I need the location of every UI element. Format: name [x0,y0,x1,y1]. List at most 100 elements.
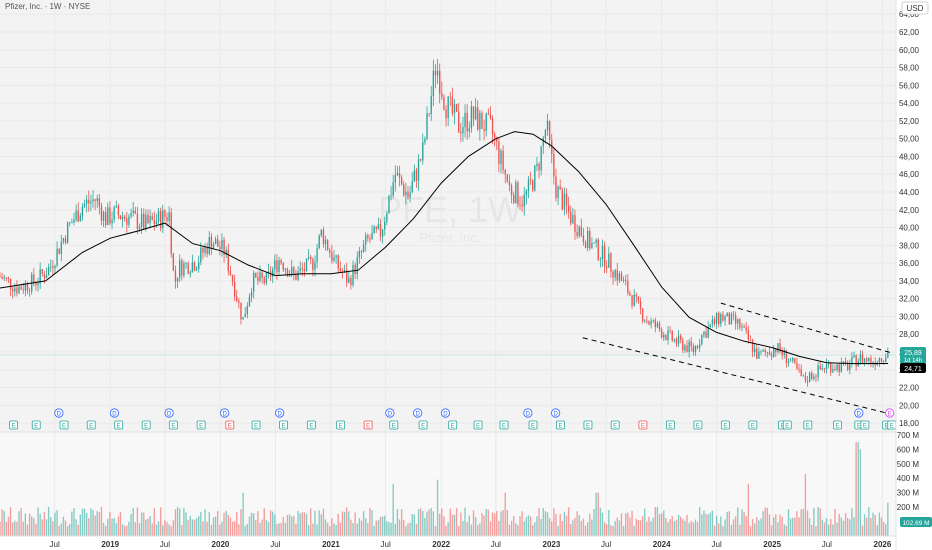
volume-bar [168,524,170,536]
candle-body [823,368,826,370]
volume-bar [580,520,583,536]
earnings-marker[interactable]: E [556,420,565,430]
volume-bar [174,509,177,536]
candle-body [551,139,553,154]
earnings-marker[interactable]: E [225,420,235,430]
candle-body [326,239,329,251]
candle-body [208,237,210,254]
candle-body [493,134,496,138]
currency-button[interactable]: USD [901,1,929,15]
earnings-marker[interactable]: E [782,420,792,430]
volume-bar [259,522,261,536]
earnings-marker[interactable]: E [833,420,842,430]
earnings-marker[interactable]: E [610,420,620,430]
earnings-marker[interactable]: E [528,420,538,430]
earnings-marker[interactable]: E [363,420,373,430]
volume-bar [582,518,585,536]
dividend-marker[interactable]: D [275,408,285,418]
candle-body [310,256,312,259]
volume-bar [424,517,426,536]
earnings-marker[interactable]: E [748,420,758,430]
earnings-marker[interactable]: E [473,420,483,430]
earnings-marker[interactable]: E [9,420,18,430]
volume-bar [52,521,54,536]
earnings-marker[interactable]: E [168,420,178,430]
candle-body [45,275,48,279]
earnings-marker[interactable]: E [693,420,703,430]
dividend-marker[interactable]: D [440,408,451,418]
volume-bar [728,511,730,536]
dividend-marker[interactable]: D [413,408,423,418]
candle-body [756,348,758,359]
candle-body [696,345,699,348]
symbol-header[interactable]: Pfizer, Inc. · 1W · NYSE [5,2,90,11]
earnings-marker[interactable]: E [499,420,509,430]
earnings-marker[interactable]: E [306,420,316,430]
dividend-marker[interactable]: D [54,408,64,418]
candle-body [130,213,132,217]
channel-line[interactable] [582,337,892,415]
dividend-marker[interactable]: D [109,408,120,418]
candle-body [90,201,92,204]
price-tick-label: 36,00 [899,259,920,268]
earnings-marker[interactable]: E [803,420,813,430]
dividend-marker[interactable]: D [164,408,174,418]
earnings-marker[interactable]: E [448,420,458,430]
earnings-marker[interactable]: E [860,420,870,430]
time-axis[interactable]: Jul 2019 Jul 2020 Jul 2021 Jul 2022 Jul 2023 Jul 20… [50,540,892,549]
earnings-marker[interactable]: E [141,420,151,430]
candle-body [453,104,456,114]
volume-bar [707,514,709,536]
dividend-marker[interactable]: D [551,408,561,418]
earnings-marker[interactable]: E [279,420,288,430]
earnings-marker[interactable]: E [114,420,124,430]
candle-body [616,270,618,281]
earnings-marker[interactable]: E [638,420,648,430]
candle-body [255,272,257,278]
candle-body [783,350,785,356]
candle-body [570,211,572,224]
volume-bar [804,473,807,536]
svg-text:E: E [309,424,313,430]
earnings-marker[interactable]: E [583,420,593,430]
earnings-marker[interactable]: E [31,420,41,430]
volume-bar [322,508,325,536]
dividend-marker[interactable]: D [385,408,395,418]
earnings-marker[interactable]: E [418,420,428,430]
volume-axis[interactable]: 700 M 600 M 500 M 400 M 300 M 200 M [897,431,920,512]
upcoming-event-marker[interactable]: E [885,408,895,418]
candle-body [491,118,494,135]
volume-bar [128,521,130,536]
volume-bar [506,510,509,536]
earnings-marker[interactable]: E [666,420,675,430]
candle-body [174,270,177,282]
volume-bar [16,521,18,536]
volume-bar [798,517,800,536]
candle-body [26,283,29,291]
volume-bar [808,518,811,536]
earnings-marker[interactable]: E [59,420,69,430]
earnings-marker[interactable]: E [720,420,730,430]
volume-bar [145,519,147,536]
dividend-marker[interactable]: D [854,408,864,418]
volume-bar [88,518,90,536]
candle-body [692,346,695,352]
price-tick-label: 60,00 [899,46,920,55]
volume-bar [362,511,365,536]
earnings-marker[interactable]: E [887,420,897,430]
earnings-marker[interactable]: E [251,420,261,430]
earnings-marker[interactable]: E [336,420,346,430]
candle-body [506,174,509,182]
candle-body [546,120,549,131]
volume-bar [811,524,813,536]
earnings-marker[interactable]: E [196,420,206,430]
dividend-marker[interactable]: D [523,408,533,418]
dividend-marker[interactable]: D [220,408,230,418]
watermark-ticker: PFE, 1W [378,189,522,230]
candle-body [60,241,62,254]
earnings-marker[interactable]: E [389,420,399,430]
earnings-marker[interactable]: E [86,420,96,430]
channel-line[interactable] [720,302,892,354]
candle-body [779,343,781,352]
